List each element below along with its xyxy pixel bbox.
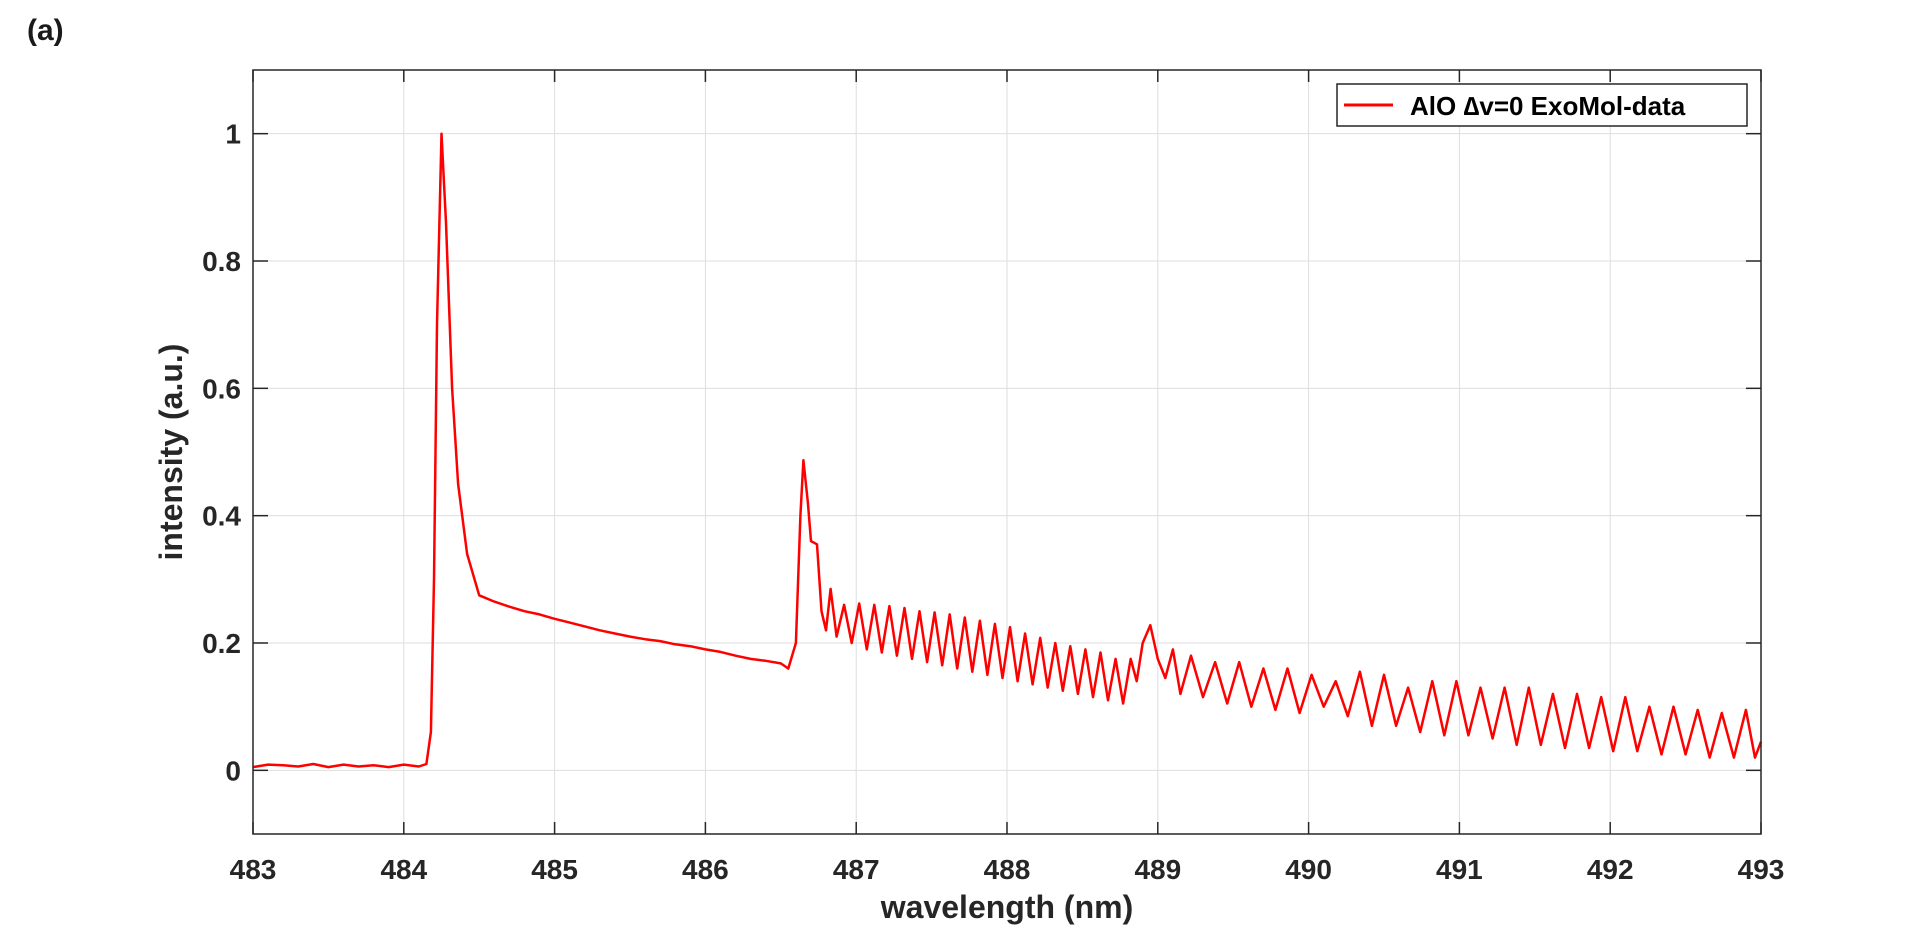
legend-box xyxy=(1336,83,1748,127)
x-tick-label: 484 xyxy=(380,854,427,885)
x-tick-label: 493 xyxy=(1738,854,1785,885)
x-tick-label: 486 xyxy=(682,854,729,885)
grid-layer xyxy=(252,70,1762,834)
x-tick-label: 490 xyxy=(1285,854,1332,885)
x-tick-label: 485 xyxy=(531,854,578,885)
legend-entry-label: AlO ∆v=0 ExoMol-data xyxy=(1410,91,1686,121)
y-axis-title: intensity (a.u.) xyxy=(153,344,189,561)
x-tick-label: 487 xyxy=(833,854,880,885)
panel-label: (a) xyxy=(27,14,64,47)
x-tick-label: 488 xyxy=(984,854,1031,885)
y-tick-label: 0.8 xyxy=(202,246,241,277)
legend: AlO ∆v=0 ExoMol-data xyxy=(1336,83,1748,127)
series-layer xyxy=(252,132,1763,769)
y-tick-label: 1 xyxy=(225,119,241,150)
tick-layer xyxy=(252,70,1762,834)
y-tick-label: 0 xyxy=(225,755,241,786)
x-tick-label: 492 xyxy=(1587,854,1634,885)
y-tick-label: 0.6 xyxy=(202,373,241,404)
y-tick-label: 0.4 xyxy=(202,501,241,532)
x-tick-label: 483 xyxy=(230,854,277,885)
y-tick-label: 0.2 xyxy=(202,628,241,659)
y-tick-labels: 0 0.2 0.4 0.6 0.8 1 xyxy=(202,119,241,787)
series-line xyxy=(252,132,1763,769)
x-axis-title: wavelength (nm) xyxy=(880,889,1133,925)
x-tick-labels: 483 484 485 486 487 488 489 490 491 492 493 xyxy=(230,854,1785,885)
x-tick-label: 489 xyxy=(1134,854,1181,885)
x-tick-label: 491 xyxy=(1436,854,1483,885)
